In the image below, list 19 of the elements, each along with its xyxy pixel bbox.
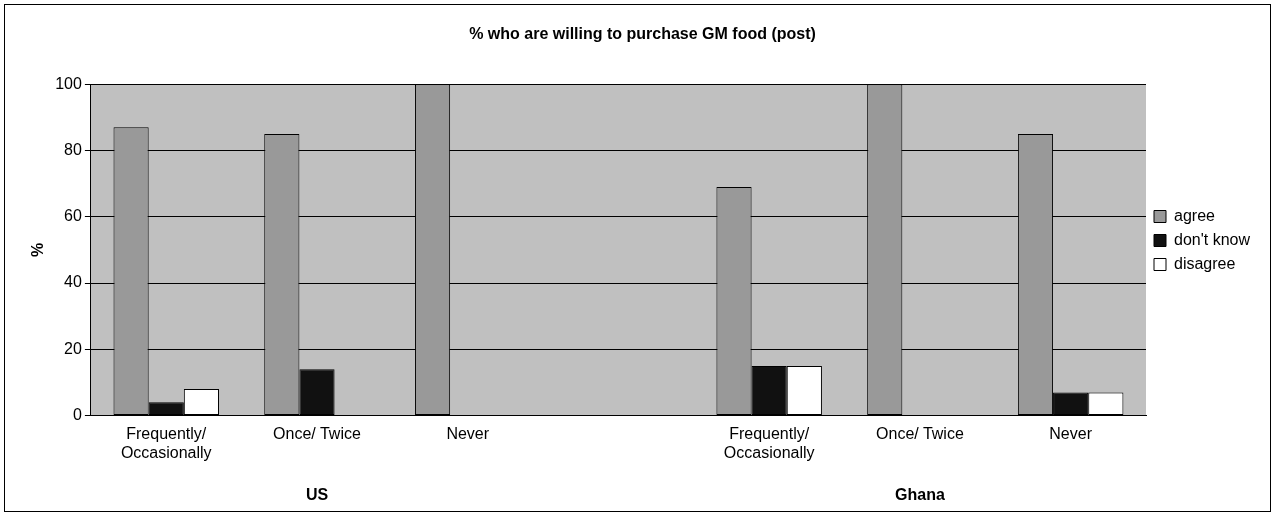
text: Ghana: [895, 486, 945, 504]
chart-title: % who are willing to purchase GM food (post): [469, 25, 816, 43]
x-tick-label: Never: [1049, 424, 1093, 442]
x-tick-label: Frequently/ Occasionally: [120, 424, 212, 461]
x-tick-label: Never: [446, 424, 490, 442]
y-tick-label: 20: [64, 339, 82, 357]
y-tick-label: 60: [64, 207, 82, 225]
x-tick-label: Once/ Twice: [876, 424, 964, 442]
y-tick-label: 100: [55, 74, 82, 92]
legend-label: don't know: [1174, 230, 1251, 248]
y-tick-label: 80: [64, 140, 82, 158]
legend-label: agree: [1174, 206, 1216, 224]
legend-label: disagree: [1174, 254, 1236, 272]
text: US: [305, 486, 329, 504]
x-tick-label: Once/ Twice: [273, 424, 361, 442]
y-tick-label: 0: [72, 406, 82, 424]
y-axis-title: %: [29, 242, 47, 258]
y-tick-label: 40: [64, 273, 82, 291]
x-tick-label: Frequently/ Occasionally: [723, 424, 815, 461]
